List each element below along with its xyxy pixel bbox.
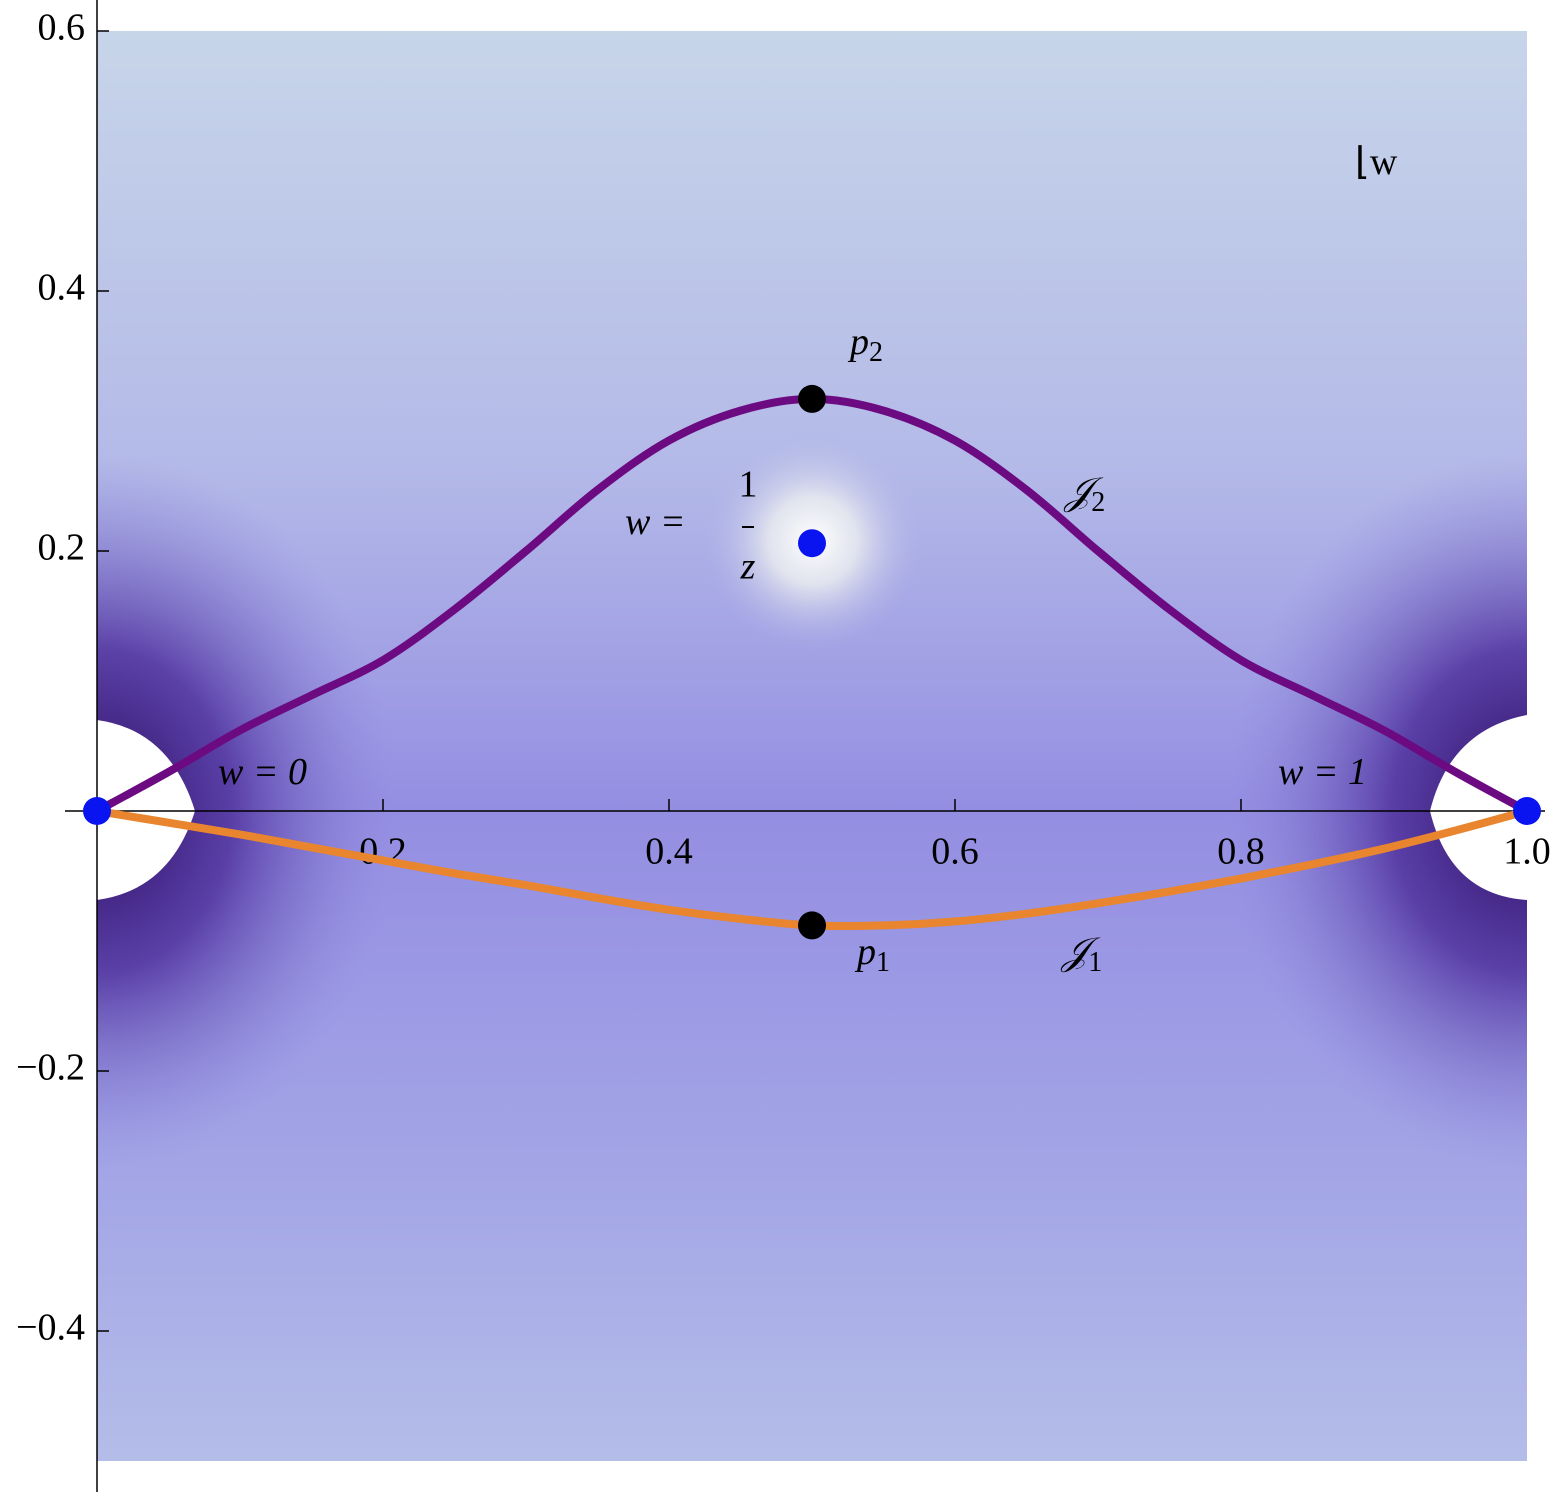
point xyxy=(798,529,826,558)
annotation-text: w = 1 xyxy=(1278,751,1367,793)
density-background xyxy=(97,31,1527,1461)
x-tick-label: 0.8 xyxy=(1217,831,1265,873)
x-tick-label: 0.4 xyxy=(645,831,693,873)
annotation-text: ⌊w xyxy=(1355,141,1398,183)
annotation: w = 1 xyxy=(1278,751,1367,793)
fraction-denominator: z xyxy=(740,546,756,588)
point xyxy=(798,384,826,413)
fraction-numerator: 1 xyxy=(739,464,758,506)
annotation: 𝒥1 xyxy=(1060,931,1102,979)
annotation-subscript: 2 xyxy=(1091,487,1105,518)
annotation-text: p xyxy=(854,931,876,973)
annotation: p1 xyxy=(854,931,890,979)
x-tick-label: 0.6 xyxy=(931,831,979,873)
annotation-subscript: 2 xyxy=(869,337,883,368)
annotation-subscript: 1 xyxy=(876,947,890,978)
annotation: w = 0 xyxy=(218,751,307,793)
point xyxy=(798,911,826,940)
annotation: w = xyxy=(625,501,686,543)
point xyxy=(83,797,111,825)
annotation-text: w = 0 xyxy=(218,751,307,793)
annotation-subscript: 1 xyxy=(1088,947,1102,978)
y-tick-label: 0.2 xyxy=(38,527,86,569)
annotation: p2 xyxy=(847,321,883,369)
annotation-text: p xyxy=(847,321,869,363)
y-tick-label: −0.2 xyxy=(16,1047,85,1089)
point xyxy=(1513,797,1541,825)
annotation-text: w = xyxy=(625,501,686,543)
x-tick-label: 1.0 xyxy=(1503,831,1551,873)
y-tick-label: 0.6 xyxy=(38,7,86,49)
y-tick-label: −0.4 xyxy=(16,1307,85,1349)
annotation: ⌊w xyxy=(1355,141,1398,183)
y-tick-label: 0.4 xyxy=(38,267,86,309)
